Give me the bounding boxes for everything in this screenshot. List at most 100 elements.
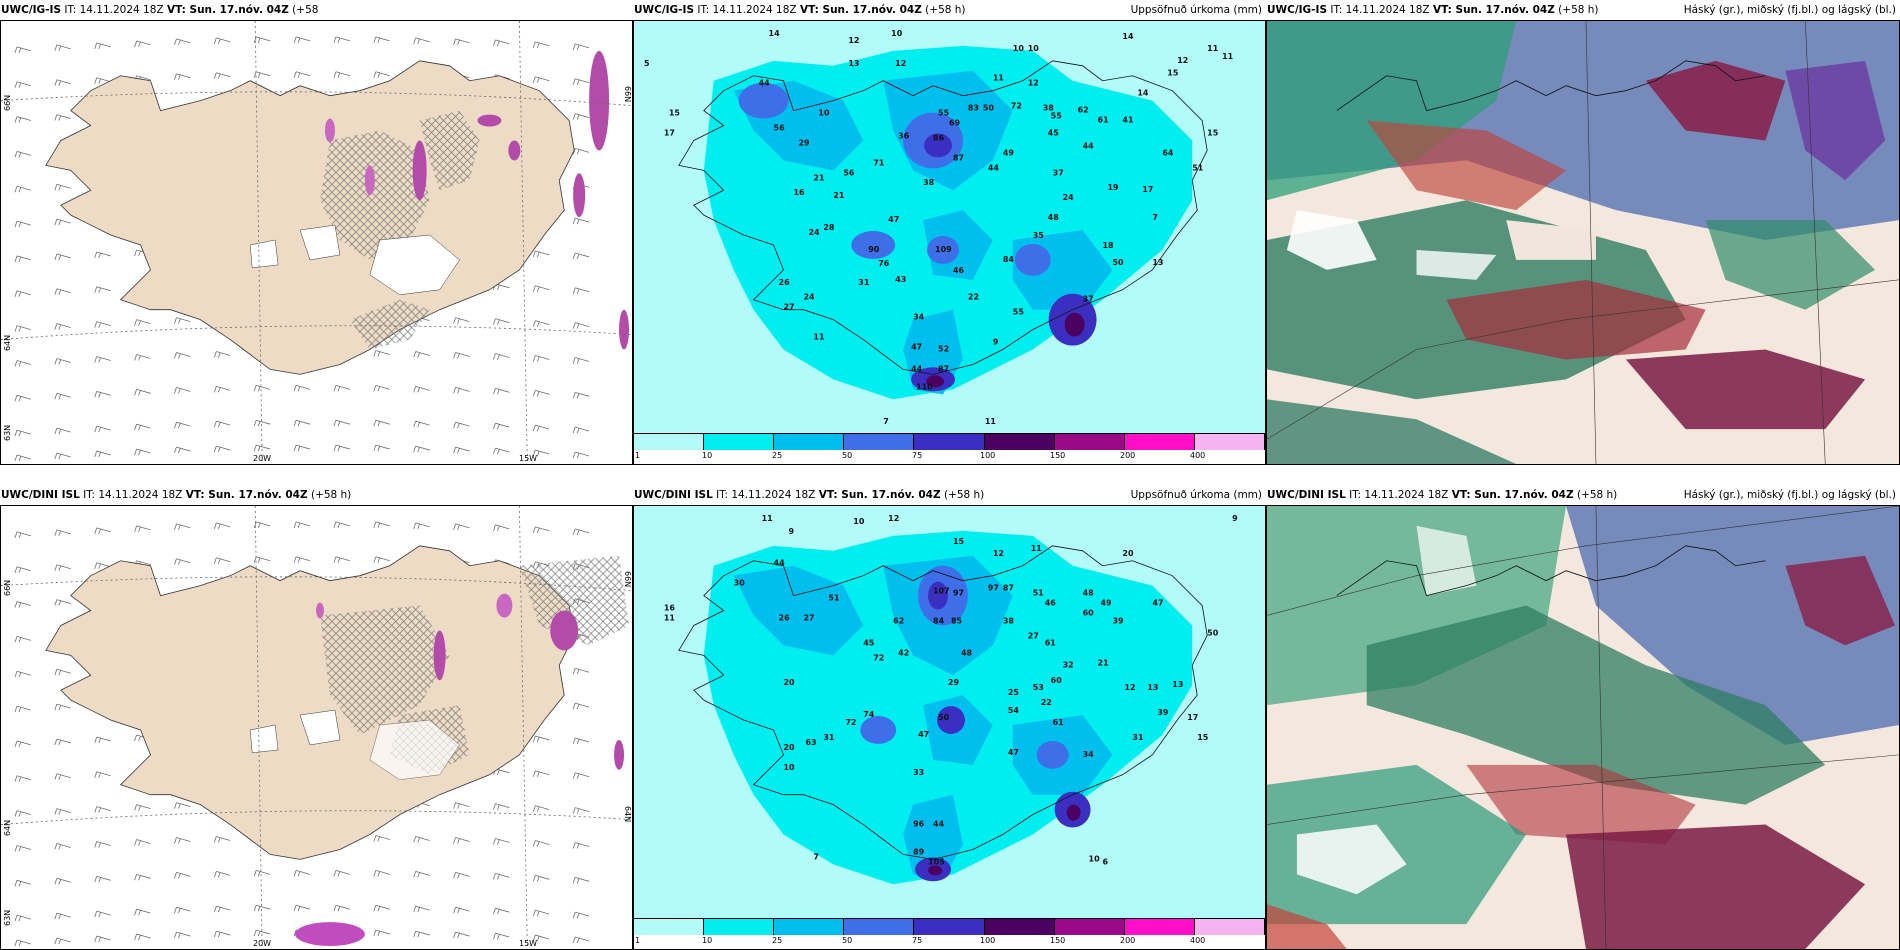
precip-value: 105	[928, 857, 945, 866]
precip-value: 96	[913, 820, 925, 829]
precip-value: 51	[828, 594, 839, 603]
precip-value: 14	[1137, 89, 1149, 98]
precip-value: 55	[938, 109, 949, 118]
precip-value: 44	[911, 364, 923, 373]
precip-value: 90	[868, 245, 880, 254]
precip-value: 28	[823, 223, 835, 232]
precip-value: 72	[1011, 102, 1022, 111]
precip-value: 5	[644, 59, 650, 68]
panel-title: UWC/IG-IS IT: 14.11.2024 18Z VT: Sun. 17…	[1, 4, 319, 16]
precip-value: 9	[993, 338, 999, 347]
precip-value: 22	[1041, 698, 1052, 707]
precip-value: 21	[813, 173, 824, 182]
precip-value: 27	[1028, 631, 1039, 640]
legend-swatch	[1194, 919, 1265, 935]
precip-value: 39	[1157, 708, 1169, 717]
iceland-land	[45, 60, 575, 375]
lat-label-66: 66N	[3, 94, 12, 111]
panel-title: UWC/DINI ISL IT: 14.11.2024 18Z VT: Sun.…	[1, 489, 352, 501]
legend-swatch	[634, 434, 705, 450]
map-frame	[1266, 505, 1900, 950]
precip-value: 10	[1028, 44, 1040, 53]
precip-values: 14 12 10 13 12 5 15 10 10 11 12 14 11 11…	[644, 29, 1233, 426]
precip-value: 15	[669, 109, 680, 118]
precip-value: 64	[1162, 148, 1174, 157]
precip-value: 12	[1124, 683, 1135, 692]
precip-value: 11	[762, 514, 773, 523]
precip-value: 11	[1031, 544, 1042, 553]
precip-value: 13	[1147, 683, 1158, 692]
precip-value: 87	[953, 153, 964, 162]
precip-value: 109	[935, 245, 952, 254]
precip-value: 16	[793, 188, 805, 197]
precip-value: 22	[968, 293, 979, 302]
precip-value: 11	[664, 613, 675, 622]
legend-tick: 1	[635, 451, 641, 460]
precip-map: 11 10 12 9 15 12 11 20 9 16 30 44 51 107…	[634, 506, 1265, 949]
precip-value: 37	[1083, 295, 1094, 304]
precip-value: 49	[1101, 599, 1113, 608]
precip-value: 24	[808, 228, 820, 237]
map-frame: 11 10 12 9 15 12 11 20 9 16 30 44 51 107…	[633, 505, 1266, 950]
legend-tick: 200	[1120, 451, 1136, 460]
precip-value: 85	[951, 616, 962, 625]
precip-value: 12	[1177, 56, 1188, 65]
precip-value: 26	[779, 613, 791, 622]
map-panel-clouds-dini: UWC/DINI ISL IT: 14.11.2024 18Z VT: Sun.…	[1266, 485, 1900, 950]
precip-value: 47	[1152, 599, 1163, 608]
lat-label-63: 63N	[3, 424, 12, 441]
precip-legend-ticks: 1 10 25 50 75 100 150 200 400	[634, 936, 1265, 948]
precip-value: 48	[1048, 213, 1060, 222]
precip-value: 12	[993, 549, 1004, 558]
precip-value: 76	[878, 259, 890, 268]
precip-values: 11 10 12 9 15 12 11 20 9 16 30 44 51 107…	[664, 514, 1238, 866]
precip-value: 38	[1003, 616, 1015, 625]
precip-map: 14 12 10 13 12 5 15 10 10 11 12 14 11 11…	[634, 21, 1265, 464]
cloud-map	[1267, 506, 1899, 949]
precip-value: 14	[1122, 32, 1134, 41]
map-frame	[1266, 20, 1900, 465]
precip-value: 84	[1003, 255, 1015, 264]
precip-value: 12	[888, 514, 899, 523]
precip-value: 13	[1152, 258, 1163, 267]
precip-value: 47	[911, 343, 922, 352]
precip-value: 87	[938, 364, 949, 373]
panel-title: UWC/DINI ISL IT: 14.11.2024 18Z VT: Sun.…	[1267, 489, 1896, 501]
precip-value: 21	[1098, 658, 1109, 667]
precip-value: 38	[923, 178, 935, 187]
precip-value: 50	[938, 713, 950, 722]
precip-value: 24	[803, 293, 815, 302]
precip-value: 25	[1008, 688, 1019, 697]
precip-value: 44	[759, 79, 771, 88]
map-panel-wind-dini: UWC/DINI ISL IT: 14.11.2024 18Z VT: Sun.…	[0, 485, 633, 950]
precip-value: 29	[948, 678, 960, 687]
precip-value: 12	[1028, 79, 1039, 88]
precip-value: 48	[961, 648, 973, 657]
precip-value: 19	[1107, 183, 1119, 192]
precip-value: 41	[1122, 116, 1133, 125]
precip-value: 38	[1043, 104, 1055, 113]
precip-value: 47	[888, 215, 899, 224]
precip-value: 44	[988, 163, 1000, 172]
precip-value: 15	[953, 537, 964, 546]
precip-value: 44	[774, 559, 786, 568]
legend-tick: 150	[1050, 936, 1066, 945]
legend-swatch	[844, 919, 915, 935]
precip-value: 61	[1098, 116, 1109, 125]
precip-value: 47	[918, 730, 929, 739]
legend-tick: 10	[702, 451, 713, 460]
legend-tick: 200	[1120, 936, 1136, 945]
precip-value: 12	[848, 36, 859, 45]
legend-tick: 25	[772, 451, 783, 460]
precip-value: 31	[1132, 733, 1143, 742]
map-panel-clouds-ig: UWC/IG-IS IT: 14.11.2024 18Z VT: Sun. 17…	[1266, 0, 1900, 465]
precip-value: 51	[1192, 163, 1203, 172]
legend-swatch	[914, 919, 985, 935]
precip-value: 9	[789, 527, 795, 536]
lat-label-64: 64N	[3, 334, 12, 351]
precip-value: 31	[858, 278, 869, 287]
precip-value: 7	[813, 852, 819, 861]
lat-label-66-right: 66N	[623, 86, 632, 103]
precip-value: 97	[988, 584, 999, 593]
precip-value: 42	[898, 648, 909, 657]
